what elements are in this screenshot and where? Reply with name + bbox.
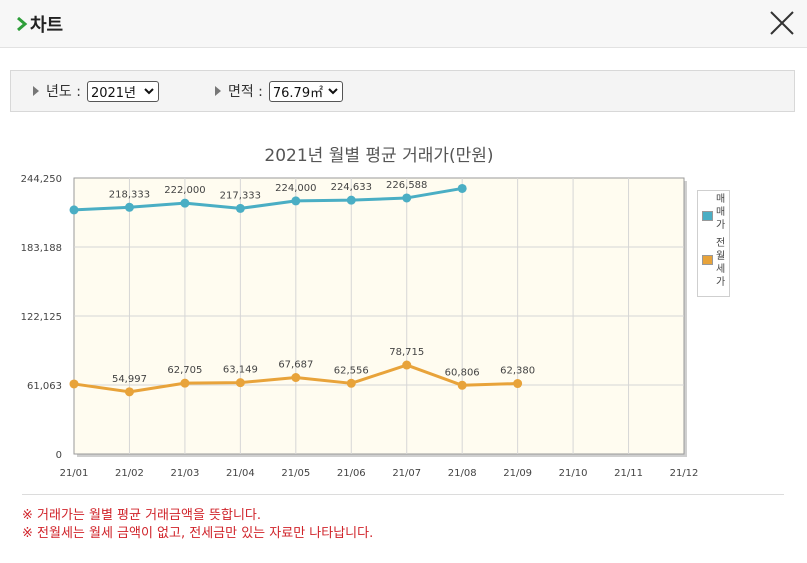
- data-point: [513, 379, 523, 389]
- triangle-bullet-icon: [33, 86, 39, 96]
- data-label: 62,556: [334, 365, 369, 376]
- notes: ※ 거래가는 월별 평균 거래금액을 뜻합니다. ※ 전월세는 월세 금액이 없…: [22, 507, 373, 543]
- data-label: 226,588: [386, 180, 427, 191]
- data-label: 67,687: [278, 360, 313, 371]
- y-tick-label: 244,250: [21, 174, 62, 185]
- x-tick-label: 21/06: [337, 468, 366, 479]
- data-point: [402, 360, 412, 370]
- series-line-0: [73, 186, 463, 212]
- data-point: [69, 379, 79, 389]
- x-tick-label: 21/03: [170, 468, 199, 479]
- data-point: [346, 378, 356, 388]
- note-2: ※ 전월세는 월세 금액이 없고, 전세금만 있는 자료만 나타납니다.: [22, 526, 374, 541]
- data-point: [457, 380, 467, 390]
- filter-bar: 년도 : 2021년 면적 : 76.79㎡: [10, 70, 795, 112]
- area-select[interactable]: 76.79㎡: [268, 80, 343, 102]
- x-tick-label: 21/07: [392, 468, 421, 479]
- x-tick-label: 21/10: [559, 468, 588, 479]
- line-chart: 2021년 월별 평균 거래가(만원) 0 61,063 122,125 183,188…: [21, 146, 699, 479]
- data-point: [124, 202, 134, 212]
- data-label: 217,333: [220, 190, 261, 201]
- header-title: 차트: [16, 11, 63, 37]
- y-tick-label: 61,063: [27, 381, 62, 392]
- data-point: [235, 203, 245, 213]
- note-1: ※ 거래가는 월별 평균 거래금액을 뜻합니다.: [22, 508, 262, 523]
- data-point: [124, 387, 134, 397]
- data-point: [291, 196, 301, 206]
- data-point: [180, 378, 190, 388]
- y-tick-label: 183,188: [21, 243, 62, 254]
- chart-title: 2021년 월별 평균 거래가(만원): [264, 146, 493, 166]
- y-tick-label: 122,125: [21, 312, 62, 323]
- data-point: [346, 195, 356, 205]
- legend-swatch-rent: [702, 255, 713, 265]
- year-select[interactable]: 2021년: [86, 80, 159, 102]
- data-point: [457, 183, 467, 193]
- chevron-down-icon: [328, 87, 338, 94]
- legend-label-sale: 매매가: [716, 194, 726, 231]
- data-label: 78,715: [389, 347, 424, 358]
- legend-label-rent: 전월세가: [716, 238, 726, 288]
- legend-item-sale: 매매가: [702, 193, 726, 232]
- x-tick-label: 21/09: [503, 468, 532, 479]
- chevron-right-icon: [17, 17, 28, 31]
- area-filter: 면적 : 76.79㎡: [214, 80, 343, 102]
- divider: [22, 494, 784, 495]
- data-label: 62,380: [500, 366, 535, 377]
- legend-item-rent: 전월세가: [702, 237, 726, 289]
- data-point: [291, 373, 301, 383]
- chart-area: 2021년 월별 평균 거래가(만원) 0 61,063 122,125 183,188…: [10, 136, 795, 486]
- data-label: 224,633: [331, 182, 372, 193]
- data-label: 218,333: [109, 189, 150, 200]
- x-tick-label: 21/04: [226, 468, 255, 479]
- x-tick-label: 21/11: [614, 468, 643, 479]
- data-label: 62,705: [167, 365, 202, 376]
- chevron-down-icon: [144, 87, 154, 94]
- x-tick-label: 21/08: [448, 468, 477, 479]
- data-point: [69, 205, 79, 215]
- data-label: 60,806: [445, 367, 480, 378]
- x-tick-label: 21/12: [670, 468, 699, 479]
- y-tick-label: 0: [56, 450, 62, 461]
- x-tick-label: 21/01: [60, 468, 89, 479]
- triangle-bullet-icon: [214, 86, 221, 96]
- chart-header: 차트: [0, 0, 807, 48]
- year-select-value: 2021년: [90, 85, 136, 101]
- data-point: [180, 198, 190, 208]
- close-icon[interactable]: [769, 10, 795, 36]
- x-tick-label: 21/02: [115, 468, 144, 479]
- chart-legend: 매매가 전월세가: [697, 190, 730, 297]
- area-label: 면적 :: [227, 84, 263, 100]
- legend-swatch-sale: [702, 211, 713, 221]
- data-point: [402, 193, 412, 203]
- data-label: 222,000: [164, 185, 205, 196]
- year-filter: 년도 : 2021년: [33, 80, 159, 102]
- data-label: 54,997: [112, 374, 147, 385]
- page-title: 차트: [30, 15, 64, 36]
- data-label: 63,149: [223, 365, 258, 376]
- year-label: 년도 :: [46, 84, 81, 100]
- data-label: 224,000: [275, 183, 316, 194]
- x-tick-label: 21/05: [281, 468, 310, 479]
- area-select-value: 76.79㎡: [272, 85, 324, 101]
- data-point: [235, 378, 245, 388]
